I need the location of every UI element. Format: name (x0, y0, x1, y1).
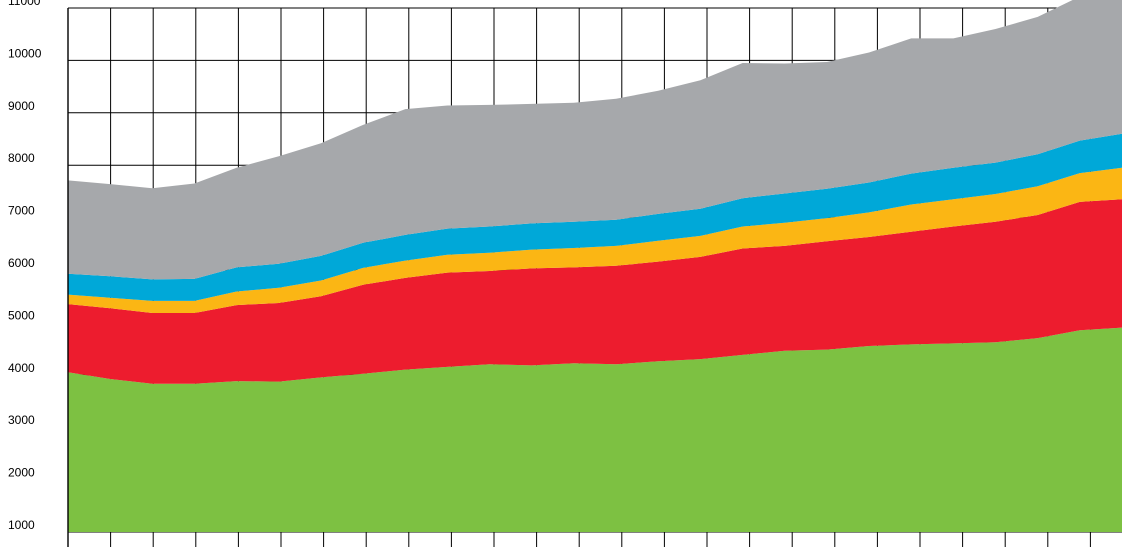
y-tick-labels: 1000 2000 3000 4000 5000 6000 7000 8000 9000 1000… (8, 0, 42, 532)
y-tick-label: 7000 (8, 204, 35, 218)
area-series-5 (68, 0, 1122, 280)
area-series-layer (68, 0, 1122, 532)
y-tick-label: 3000 (8, 413, 35, 427)
area-series-1 (68, 327, 1122, 532)
y-tick-label: 6000 (8, 256, 35, 270)
y-tick-label: 8000 (8, 151, 35, 165)
y-tick-label: 1000 (8, 518, 35, 532)
y-tick-label: 4000 (8, 361, 35, 375)
y-tick-label: 2000 (8, 466, 35, 480)
y-tick-label: 10000 (8, 46, 42, 60)
y-tick-label: 9000 (8, 99, 35, 113)
area-series-4 (68, 133, 1122, 301)
y-tick-label: 5000 (8, 308, 35, 322)
area-series-2 (68, 199, 1122, 384)
y-tick-label: 11000 (8, 0, 41, 8)
